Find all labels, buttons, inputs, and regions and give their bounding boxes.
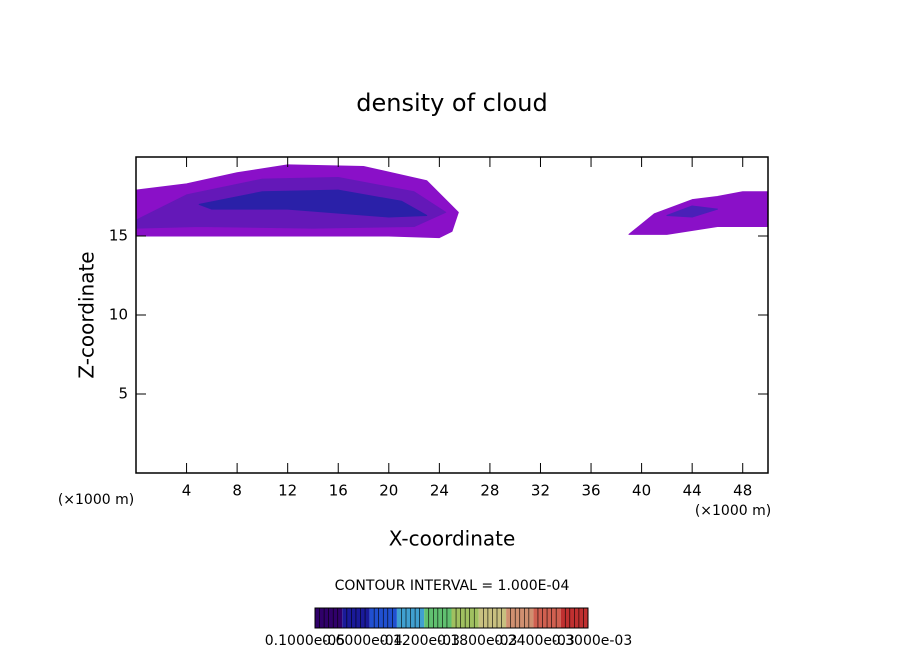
- colorbar-label: 0.1200e-03: [380, 633, 460, 649]
- x-tick-label: 44: [683, 482, 702, 500]
- y-tick-label: 5: [118, 385, 128, 403]
- x-tick-label: 4: [182, 482, 192, 500]
- colorbar-label: 0.2400e-03: [494, 633, 574, 649]
- x-tick-label: 20: [379, 482, 398, 500]
- y-tick-label: 15: [109, 227, 128, 245]
- x-tick-label: 8: [232, 482, 242, 500]
- y-axis-label: Z-coordinate: [75, 251, 99, 378]
- x-tick-label: 40: [632, 482, 651, 500]
- x-tick-label: 12: [278, 482, 297, 500]
- colorbar-label: 0.6000e-04: [322, 633, 403, 649]
- colorbar-label: 0.1000e-05: [265, 633, 345, 649]
- x-tick-label: 48: [733, 482, 752, 500]
- x-tick-label: 32: [531, 482, 550, 500]
- contour-region: [198, 189, 428, 218]
- contour-interval: CONTOUR INTERVAL = 1.000E-04: [335, 578, 570, 594]
- x-tick-label: 24: [430, 482, 449, 500]
- colorbar-frame: [314, 607, 589, 629]
- x-tick-label: 28: [480, 482, 499, 500]
- y-tick-label: 10: [109, 306, 128, 324]
- x-unit: (×1000 m): [58, 492, 134, 508]
- colorbar-label: 0.1800e-03: [437, 633, 517, 649]
- colorbar-label: 0.3000e-03: [552, 633, 632, 649]
- x-axis-label: X-coordinate: [389, 527, 516, 551]
- chart-title: density of cloud: [356, 89, 547, 117]
- x-tick-label: 36: [581, 482, 600, 500]
- x-unit: (×1000 m): [695, 503, 771, 519]
- x-tick-label: 16: [329, 482, 348, 500]
- contour-region: [666, 205, 718, 218]
